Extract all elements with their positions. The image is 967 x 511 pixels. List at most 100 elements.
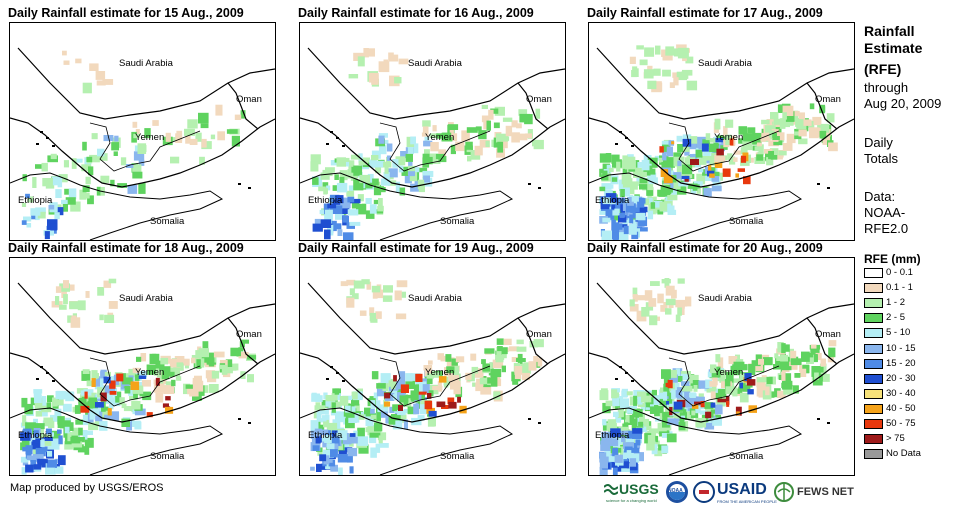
rainfall-cell	[410, 136, 416, 145]
rainfall-cell	[612, 396, 620, 407]
rainfall-cell	[632, 428, 643, 434]
rainfall-cell	[725, 134, 732, 145]
rainfall-cell	[647, 435, 656, 445]
rainfall-cell	[42, 178, 53, 187]
rainfall-cell	[374, 422, 383, 432]
rainfall-cell	[826, 113, 835, 123]
rainfall-cell	[370, 414, 377, 419]
rainfall-cell	[810, 344, 817, 349]
rainfall-cell	[322, 441, 327, 448]
rainfall-cell	[336, 411, 344, 423]
island	[46, 137, 49, 139]
rainfall-cell	[626, 430, 634, 439]
rainfall-cell	[687, 374, 699, 384]
rainfall-cell	[671, 388, 681, 398]
rainfall-cell	[34, 403, 43, 410]
heavy-rainfall-cell	[447, 397, 455, 405]
heavy-rainfall-cell	[748, 405, 757, 413]
rainfall-cell	[663, 391, 668, 401]
rainfall-cell	[70, 436, 81, 444]
rainfall-cell	[82, 369, 90, 374]
rainfall-cell	[777, 342, 784, 353]
rainfall-cell	[470, 353, 477, 361]
rainfall-cell	[348, 160, 355, 171]
rainfall-cell	[35, 423, 45, 430]
rainfall-cell	[422, 384, 430, 393]
rainfall-cell	[350, 171, 358, 181]
rainfall-cell	[169, 358, 181, 368]
rainfall-cell	[47, 447, 53, 452]
rainfall-cell	[788, 385, 799, 394]
rainfall-cell	[336, 393, 341, 401]
rainfall-cell	[499, 133, 509, 142]
rainfall-cell	[422, 120, 431, 127]
rainfall-cell	[25, 445, 33, 455]
rainfall-cell	[622, 178, 633, 188]
rainfall-cell	[102, 79, 114, 85]
rainfall-cell	[810, 348, 820, 358]
rainfall-cell	[26, 223, 32, 228]
legend-label: 2 - 5	[886, 312, 906, 324]
rainfall-cell	[799, 368, 807, 377]
rainfall-cell	[315, 436, 321, 444]
rainfall-cell	[461, 130, 470, 142]
border-line	[227, 82, 259, 130]
rainfall-cell	[341, 441, 350, 450]
rainfall-cell	[310, 154, 321, 165]
rainfall-cell	[125, 164, 134, 168]
rainfall-map-panel: Saudi Arabia Oman Yemen Ethiopia Somalia	[299, 257, 566, 476]
rainfall-cell	[765, 125, 776, 133]
rainfall-cell	[161, 368, 170, 380]
rainfall-cell	[22, 461, 29, 466]
rainfall-cell	[790, 350, 797, 360]
rainfall-cell	[757, 142, 762, 148]
rainfall-cell	[51, 176, 62, 186]
rainfall-cell	[388, 52, 394, 60]
place-label: Saudi Arabia	[408, 58, 462, 69]
rainfall-cell	[422, 170, 434, 177]
rainfall-cell	[378, 135, 385, 144]
rainfall-cell	[71, 441, 83, 448]
rainfall-cell	[395, 313, 407, 320]
rainfall-cell	[111, 142, 119, 151]
rainfall-cell	[638, 227, 648, 232]
rainfall-cell	[693, 181, 703, 187]
rainfall-cell	[407, 144, 414, 155]
island	[46, 372, 49, 374]
place-label: Saudi Arabia	[698, 293, 752, 304]
island	[827, 187, 830, 189]
rainfall-cell	[605, 184, 614, 189]
rainfall-cell	[686, 80, 698, 91]
heavy-rainfall-cell	[729, 138, 734, 146]
rainfall-cell	[478, 130, 487, 140]
legend-label: 10 - 15	[886, 342, 916, 354]
rainfall-cell	[611, 204, 617, 213]
rainfall-cell	[103, 280, 112, 288]
rainfall-cell	[22, 446, 28, 452]
rainfall-cell	[179, 358, 190, 366]
rainfall-cell	[683, 411, 694, 421]
heavy-rainfall-cell	[438, 376, 447, 383]
rainfall-cell	[622, 452, 627, 460]
legend-swatch	[864, 358, 883, 369]
rainfall-cell	[311, 393, 321, 402]
rainfall-cell	[48, 205, 55, 210]
rainfall-cell	[72, 427, 81, 435]
rainfall-cell	[649, 196, 657, 207]
rainfall-cell	[492, 359, 504, 369]
rainfall-cell	[604, 448, 611, 457]
heavy-rainfall-cell	[448, 401, 457, 409]
rainfall-cell	[644, 433, 652, 444]
rainfall-cell	[187, 119, 198, 129]
rainfall-cell	[323, 421, 328, 428]
rainfall-cell	[481, 115, 490, 123]
rainfall-cell	[665, 308, 672, 315]
rainfall-cell	[794, 373, 801, 378]
rainfall-cell	[647, 210, 654, 220]
rainfall-cell	[208, 359, 215, 367]
place-label: Saudi Arabia	[119, 58, 173, 69]
rainfall-cell	[365, 48, 375, 57]
island	[631, 380, 634, 382]
rainfall-cell	[516, 358, 526, 362]
rainfall-cell	[326, 443, 335, 450]
